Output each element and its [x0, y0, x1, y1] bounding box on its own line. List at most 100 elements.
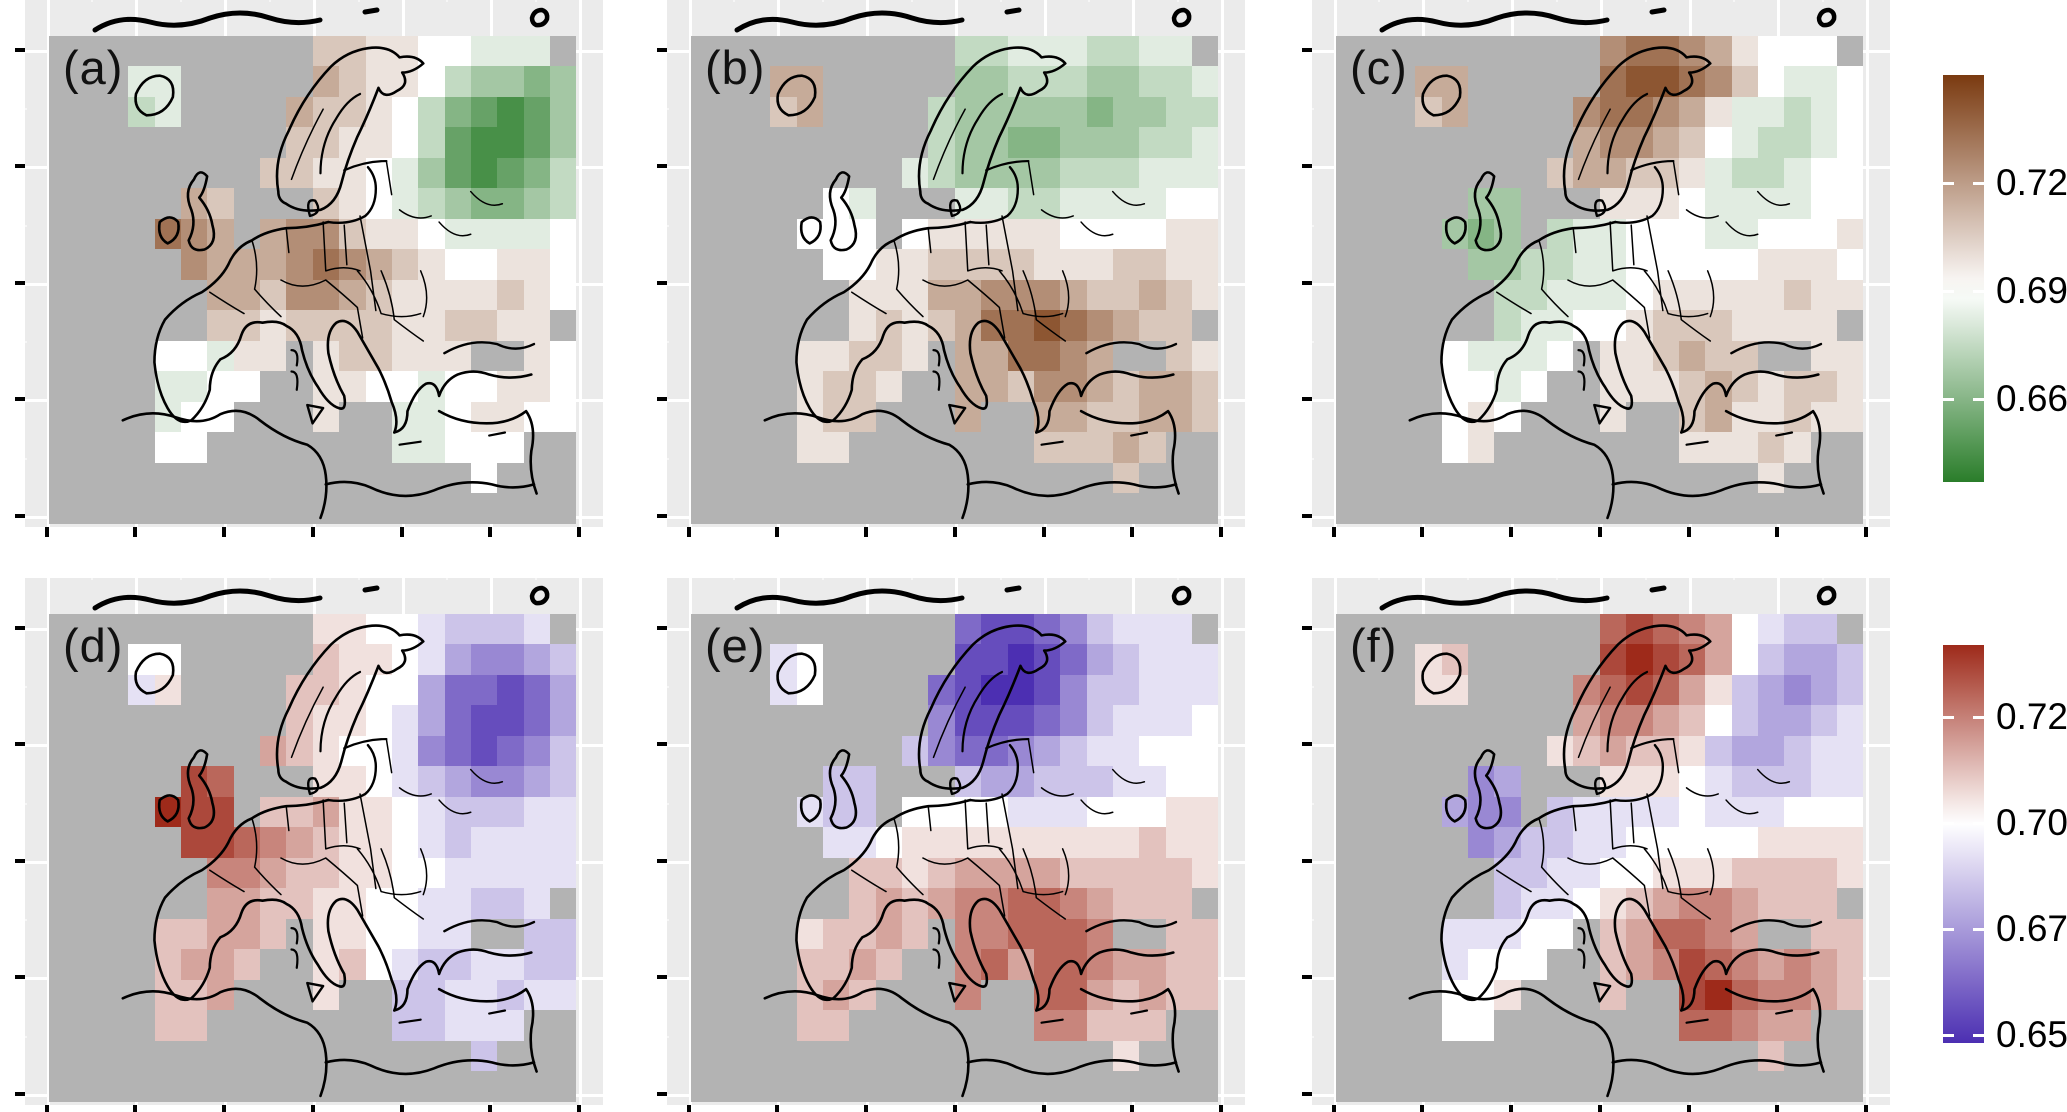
raster-cell-no-data	[1547, 613, 1574, 645]
raster-cell-no-data	[796, 462, 824, 494]
raster-cell-no-data	[691, 1010, 718, 1041]
panel-gridline-horizontal-minor	[25, 1035, 27, 1038]
raster-cell-no-data	[49, 66, 76, 97]
raster-cell	[1705, 705, 1732, 736]
raster-cell-no-data	[286, 371, 313, 402]
y-axis-tick	[657, 625, 667, 630]
raster-cell	[470, 644, 498, 675]
raster-cell	[1060, 35, 1087, 67]
raster-cell-no-data	[691, 949, 718, 980]
x-axis-tick	[1508, 527, 1513, 537]
colorbar-tick-label: 0.69	[1996, 270, 2067, 312]
raster-cell	[796, 371, 824, 402]
raster-cell	[1573, 157, 1600, 189]
raster-cell-no-data	[1388, 735, 1416, 767]
x-axis-tick	[576, 1105, 581, 1112]
raster-cell-no-data	[1573, 644, 1600, 675]
raster-cell-no-data	[1388, 432, 1416, 463]
raster-cell-no-data	[770, 735, 797, 767]
raster-cell-no-data	[691, 279, 718, 311]
raster-cell-no-data	[717, 979, 744, 1011]
raster-cell	[1810, 766, 1838, 797]
raster-cell	[981, 96, 1008, 128]
raster-cell	[550, 249, 577, 280]
raster-cell-no-data	[1139, 1071, 1166, 1102]
raster-cell	[1784, 613, 1811, 645]
raster-cell	[1192, 949, 1219, 980]
raster-cell	[391, 796, 419, 828]
raster-cell	[1678, 674, 1706, 706]
raster-cell	[550, 644, 577, 675]
raster-cell	[1652, 674, 1679, 706]
raster-cell	[181, 827, 208, 858]
raster-cell	[1494, 888, 1521, 919]
raster-cell-no-data	[743, 949, 771, 980]
raster-cell-no-data	[339, 462, 366, 494]
raster-cell-no-data	[49, 766, 76, 797]
raster-cell-no-data	[233, 979, 261, 1011]
raster-cell	[497, 371, 524, 402]
raster-cell-no-data	[1547, 644, 1574, 675]
x-axis-tick	[1598, 1105, 1603, 1112]
raster-cell	[1599, 705, 1627, 736]
raster-cell-no-data	[1192, 310, 1219, 341]
raster-cell	[418, 371, 445, 402]
raster-cell	[1192, 218, 1219, 250]
raster-cell	[1060, 644, 1087, 675]
raster-cell	[1626, 827, 1653, 858]
raster-cell-no-data	[743, 340, 771, 372]
raster-cell-no-data	[875, 218, 903, 250]
raster-cell	[391, 735, 419, 767]
raster-cell	[1678, 279, 1706, 311]
raster-cell	[1731, 644, 1758, 675]
raster-cell-no-data	[1757, 1071, 1785, 1102]
raster-cell-no-data	[1441, 127, 1469, 158]
raster-cell	[497, 188, 524, 219]
raster-cell	[1547, 310, 1574, 341]
raster-cell	[1678, 66, 1706, 97]
raster-cell-no-data	[181, 310, 208, 341]
raster-cell	[1441, 96, 1469, 128]
raster-cell-no-data	[260, 66, 287, 97]
panel-gridline-vertical-minor	[1176, 578, 1179, 580]
raster-cell	[1652, 827, 1679, 858]
raster-cell-no-data	[1362, 218, 1389, 250]
raster-cell	[954, 735, 982, 767]
raster-cell	[1705, 949, 1732, 980]
raster-cell-no-data	[1415, 888, 1442, 919]
raster-cell-no-data	[418, 1040, 445, 1072]
raster-cell	[128, 644, 155, 675]
map-panel-e: (e)	[657, 578, 1245, 1112]
raster-cell	[312, 157, 340, 189]
raster-cell-no-data	[691, 310, 718, 341]
raster-cell-no-data	[1112, 1071, 1140, 1102]
raster-cell	[1007, 218, 1034, 250]
raster-cell-no-data	[49, 979, 76, 1011]
raster-cell	[1731, 735, 1758, 767]
raster-cell-no-data	[902, 949, 929, 980]
y-axis-tick	[1302, 47, 1312, 52]
raster-cell-no-data	[981, 432, 1008, 463]
raster-cell-no-data	[365, 979, 392, 1011]
raster-cell-no-data	[849, 1040, 876, 1072]
raster-cell-no-data	[49, 127, 76, 158]
raster-cell	[1573, 857, 1600, 889]
raster-cell	[286, 249, 313, 280]
y-axis-tick	[657, 47, 667, 52]
raster-cell-no-data	[128, 432, 155, 463]
raster-cell-no-data	[1494, 674, 1521, 706]
raster-cell-no-data	[717, 1010, 744, 1041]
raster-cell	[1086, 888, 1113, 919]
raster-cell	[928, 735, 955, 767]
raster-cell	[470, 735, 498, 767]
panel-gridline-vertical-minor	[1733, 578, 1736, 580]
raster-cell	[928, 249, 955, 280]
raster-cell	[928, 857, 955, 889]
raster-cell-no-data	[101, 66, 129, 97]
raster-cell	[1086, 310, 1113, 341]
raster-cell-no-data	[1626, 401, 1653, 433]
panel-gridline-horizontal-minor	[667, 802, 669, 805]
raster-cell	[1112, 157, 1140, 189]
raster-cell-no-data	[181, 35, 208, 67]
raster-cell-no-data	[875, 66, 903, 97]
